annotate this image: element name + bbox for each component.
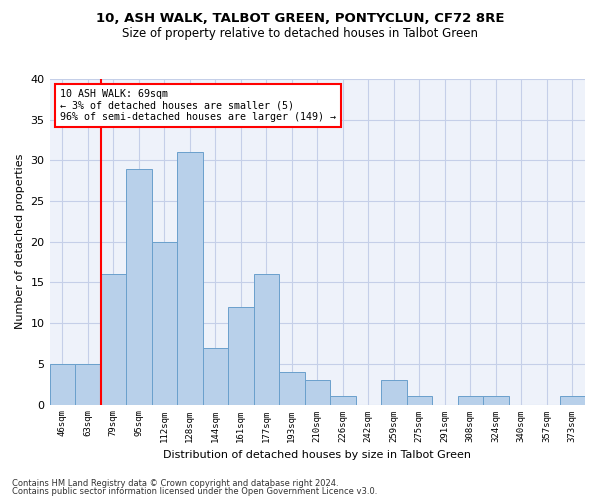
Text: Size of property relative to detached houses in Talbot Green: Size of property relative to detached ho…: [122, 28, 478, 40]
Bar: [50, 364, 75, 405]
Bar: [75, 364, 101, 405]
Bar: [279, 372, 305, 404]
Bar: [126, 168, 152, 404]
Text: 10, ASH WALK, TALBOT GREEN, PONTYCLUN, CF72 8RE: 10, ASH WALK, TALBOT GREEN, PONTYCLUN, C…: [96, 12, 504, 26]
Bar: [254, 274, 279, 404]
Bar: [152, 242, 177, 404]
Bar: [458, 396, 483, 404]
Bar: [407, 396, 432, 404]
Y-axis label: Number of detached properties: Number of detached properties: [15, 154, 25, 330]
Bar: [560, 396, 585, 404]
X-axis label: Distribution of detached houses by size in Talbot Green: Distribution of detached houses by size …: [163, 450, 471, 460]
Bar: [305, 380, 330, 404]
Bar: [381, 380, 407, 404]
Bar: [483, 396, 509, 404]
Bar: [228, 307, 254, 404]
Text: 10 ASH WALK: 69sqm
← 3% of detached houses are smaller (5)
96% of semi-detached : 10 ASH WALK: 69sqm ← 3% of detached hous…: [60, 89, 336, 122]
Text: Contains public sector information licensed under the Open Government Licence v3: Contains public sector information licen…: [12, 487, 377, 496]
Text: Contains HM Land Registry data © Crown copyright and database right 2024.: Contains HM Land Registry data © Crown c…: [12, 478, 338, 488]
Bar: [177, 152, 203, 405]
Bar: [330, 396, 356, 404]
Bar: [101, 274, 126, 404]
Bar: [203, 348, 228, 405]
